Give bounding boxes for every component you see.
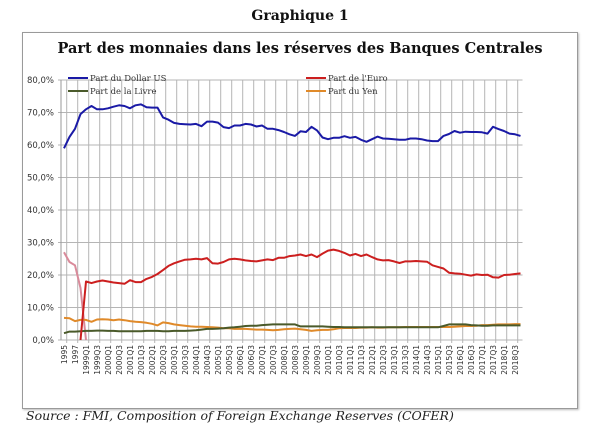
x-tick-label: 2005Q3 (225, 345, 234, 375)
x-tick-label: 2003Q1 (170, 345, 179, 375)
x-tick-label: 2012Q3 (379, 345, 388, 375)
source-note: Source : FMI, Composition of Foreign Exc… (26, 408, 454, 423)
y-tick-label: 20,0% (27, 271, 54, 281)
series-line-part-du-dollar-us (63, 103, 521, 149)
x-tick-label: 2018Q3 (511, 345, 520, 375)
x-tick-label: 1999Q1 (82, 345, 91, 375)
x-tick-label: 2015Q3 (445, 345, 454, 375)
x-tick-label: 2010Q3 (335, 345, 344, 375)
series-line-unlabeled-series (63, 251, 87, 341)
x-tick-label: 2011Q3 (357, 345, 366, 375)
y-tick-label: 80,0% (27, 76, 54, 86)
y-tick-label: 30,0% (27, 239, 54, 249)
x-tick-label: 2016Q1 (456, 345, 465, 375)
x-tick-label: 2007Q3 (269, 345, 278, 375)
y-axis-ticks: 0,0% 10,0% 20,0% 30,0% 40,0% 50,0% 60,0% 70,0% 8… (27, 76, 54, 346)
x-tick-label: 2008Q3 (291, 345, 300, 375)
series-lines (63, 103, 521, 341)
x-tick-label: 1995 (60, 345, 69, 364)
figure-label: Graphique 1 (251, 8, 349, 24)
chart-title: Part des monnaies dans les réserves des … (57, 40, 542, 57)
x-tick-label: 2014Q1 (412, 345, 421, 375)
x-tick-label: 2001Q1 (126, 345, 135, 375)
x-tick-label: 2017Q3 (489, 345, 498, 375)
legend-label: Part de la Livre (90, 87, 157, 97)
x-tick-label: 2009Q3 (313, 345, 322, 375)
chart-frame (22, 32, 578, 409)
gridlines (58, 79, 523, 343)
x-tick-label: 2006Q1 (236, 345, 245, 375)
x-tick-label: 2011Q1 (346, 345, 355, 375)
x-tick-label: 2004Q1 (192, 345, 201, 375)
x-tick-label: 1997 (71, 345, 80, 364)
x-tick-label: 2005Q1 (214, 345, 223, 375)
series-line-part-du-yen (63, 316, 521, 332)
y-tick-label: 0,0% (32, 336, 54, 346)
x-tick-label: 2002Q1 (148, 345, 157, 375)
x-tick-label: 2016Q3 (467, 345, 476, 375)
x-tick-label: 2007Q1 (258, 345, 267, 375)
x-tick-label: 2012Q1 (368, 345, 377, 375)
x-tick-label: 2000Q3 (115, 345, 124, 375)
y-tick-label: 60,0% (27, 141, 54, 151)
x-tick-label: 2000Q1 (104, 345, 113, 375)
legend-item: Part de la Livre (68, 87, 157, 97)
legend-label: Part du Dollar US (90, 74, 167, 84)
x-tick-label: 2010Q1 (324, 345, 333, 375)
x-tick-label: 2008Q1 (280, 345, 289, 375)
legend: Part du Dollar US Part de l'Euro Part de l… (68, 74, 388, 97)
x-tick-label: 2013Q3 (401, 345, 410, 375)
x-tick-label: 2017Q1 (478, 345, 487, 375)
series-line-part-de-l-euro (79, 248, 521, 341)
legend-item: Part du Yen (306, 87, 378, 97)
x-tick-label: 2002Q3 (159, 345, 168, 375)
x-tick-label: 2018Q1 (500, 345, 509, 375)
legend-label: Part du Yen (328, 87, 378, 97)
x-tick-label: 2015Q1 (434, 345, 443, 375)
x-tick-label: 2004Q3 (203, 345, 212, 375)
x-tick-label: 2013Q1 (390, 345, 399, 375)
x-tick-label: 2009Q1 (302, 345, 311, 375)
legend-label: Part de l'Euro (328, 74, 388, 84)
y-tick-label: 10,0% (27, 304, 54, 314)
legend-item: Part de l'Euro (306, 74, 388, 84)
y-tick-label: 40,0% (27, 206, 54, 216)
x-tick-label: 2003Q3 (181, 345, 190, 375)
y-tick-label: 50,0% (27, 174, 54, 184)
x-tick-label: 2006Q3 (247, 345, 256, 375)
x-axis-ticks: 1995 1997 1999Q1 1999Q3 2000Q1 2000Q3 2001Q1 20… (60, 345, 520, 375)
legend-item: Part du Dollar US (68, 74, 167, 84)
x-tick-label: 1999Q3 (93, 345, 102, 375)
x-tick-label: 2014Q3 (423, 345, 432, 375)
series-line-part-de-la-livre (63, 323, 521, 335)
x-tick-label: 2001Q3 (137, 345, 146, 375)
y-tick-label: 70,0% (27, 109, 54, 119)
